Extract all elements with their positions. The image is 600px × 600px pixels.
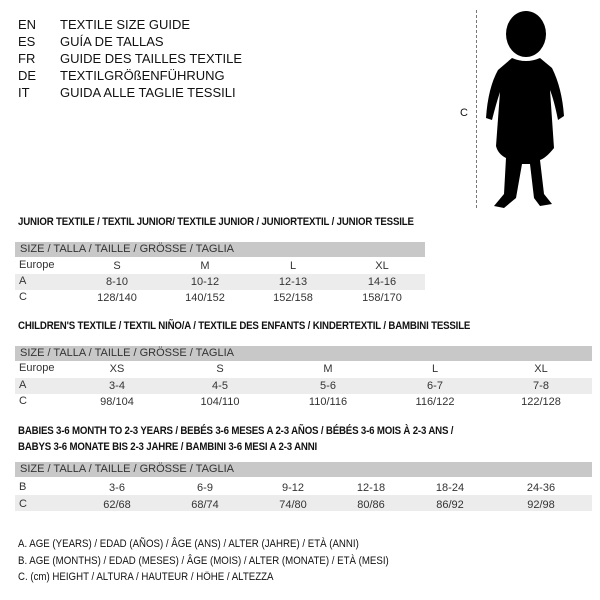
table-cell: 12-13 [278, 276, 308, 288]
babies-title-line2: BABYS 3-6 MONATE BIS 2-3 JAHRE / BAMBINI… [18, 441, 318, 453]
row-shade [15, 378, 592, 394]
table-cell: 104/110 [200, 396, 240, 408]
table-cell: 128/140 [97, 292, 137, 304]
table-cell: XL [534, 363, 548, 375]
table-cell: 24-36 [526, 482, 556, 494]
table-cell: L [431, 363, 439, 375]
row-shade [15, 495, 592, 511]
table-cell: 152/158 [273, 292, 313, 304]
table-cell: S [113, 260, 121, 272]
table-cell: 3-6 [109, 482, 125, 494]
children-size-header: SIZE / TALLA / TAILLE / GRÖSSE / TAGLIA [15, 346, 592, 361]
language-code: EN [18, 17, 37, 32]
legend-c: C. (cm) HEIGHT / ALTURA / HAUTEUR / HÖHE… [18, 571, 274, 583]
language-code: IT [18, 85, 30, 100]
height-measure-line [476, 10, 477, 208]
table-cell: 110/116 [308, 396, 348, 408]
row-shade [15, 274, 425, 290]
table-cell: M [200, 260, 210, 272]
table-cell: 8-10 [105, 276, 129, 288]
table-cell: M [323, 363, 333, 375]
language-title: TEXTILGRÖßENFÜHRUNG [60, 68, 225, 83]
language-title: GUÍA DE TALLAS [60, 34, 164, 49]
language-code: FR [18, 51, 36, 66]
row-label: Europe [19, 259, 55, 271]
row-label: Europe [19, 362, 55, 374]
table-cell: XS [109, 363, 125, 375]
legend-a: A. AGE (YEARS) / EDAD (AÑOS) / ÂGE (ANS)… [18, 538, 359, 550]
table-cell: 9-12 [281, 482, 305, 494]
table-cell: 86/92 [436, 499, 464, 511]
child-silhouette-icon [486, 11, 564, 208]
junior-size-header: SIZE / TALLA / TAILLE / GRÖSSE / TAGLIA [15, 242, 425, 257]
table-cell: 92/98 [527, 499, 555, 511]
table-cell: 80/86 [357, 499, 385, 511]
babies-title-line1: BABIES 3-6 MONTH TO 2-3 YEARS / BEBÉS 3-… [18, 425, 454, 437]
table-cell: 5-6 [320, 380, 336, 392]
language-code: DE [18, 68, 37, 83]
row-label: B [19, 481, 27, 493]
language-title: GUIDE DES TAILLES TEXTILE [60, 51, 243, 66]
table-cell: 18-24 [435, 482, 465, 494]
language-title: GUIDA ALLE TAGLIE TESSILI [60, 85, 236, 100]
table-cell: 6-9 [197, 482, 213, 494]
table-cell: 74/80 [279, 499, 307, 511]
row-label: C [19, 498, 27, 510]
table-cell: 68/74 [191, 499, 219, 511]
table-cell: 7-8 [533, 380, 549, 392]
table-cell: 12-18 [356, 482, 386, 494]
table-cell: 3-4 [109, 380, 125, 392]
table-cell: 62/68 [103, 499, 131, 511]
language-title: TEXTILE SIZE GUIDE [60, 17, 191, 32]
language-code: ES [18, 34, 36, 49]
legend-b: B. AGE (MONTHS) / EDAD (MESES) / ÂGE (MO… [18, 555, 389, 567]
height-label: C [460, 107, 468, 119]
table-cell: 14-16 [367, 276, 397, 288]
table-cell: XL [375, 260, 389, 272]
table-cell: 6-7 [427, 380, 443, 392]
table-cell: 122/128 [521, 396, 561, 408]
table-cell: L [289, 260, 297, 272]
table-cell: 4-5 [212, 380, 228, 392]
table-cell: 158/170 [362, 292, 402, 304]
row-label: C [19, 395, 27, 407]
table-cell: 98/104 [100, 396, 134, 408]
row-label: C [19, 291, 27, 303]
table-cell: 10-12 [190, 276, 220, 288]
table-cell: S [216, 363, 224, 375]
junior-title: JUNIOR TEXTILE / TEXTIL JUNIOR/ TEXTILE … [18, 216, 414, 228]
table-cell: 116/122 [415, 396, 455, 408]
babies-size-header: SIZE / TALLA / TAILLE / GRÖSSE / TAGLIA [15, 462, 592, 477]
children-title: CHILDREN'S TEXTILE / TEXTIL NIÑO/A / TEX… [18, 320, 471, 332]
row-label: A [19, 275, 27, 287]
row-label: A [19, 379, 27, 391]
table-cell: 140/152 [185, 292, 225, 304]
